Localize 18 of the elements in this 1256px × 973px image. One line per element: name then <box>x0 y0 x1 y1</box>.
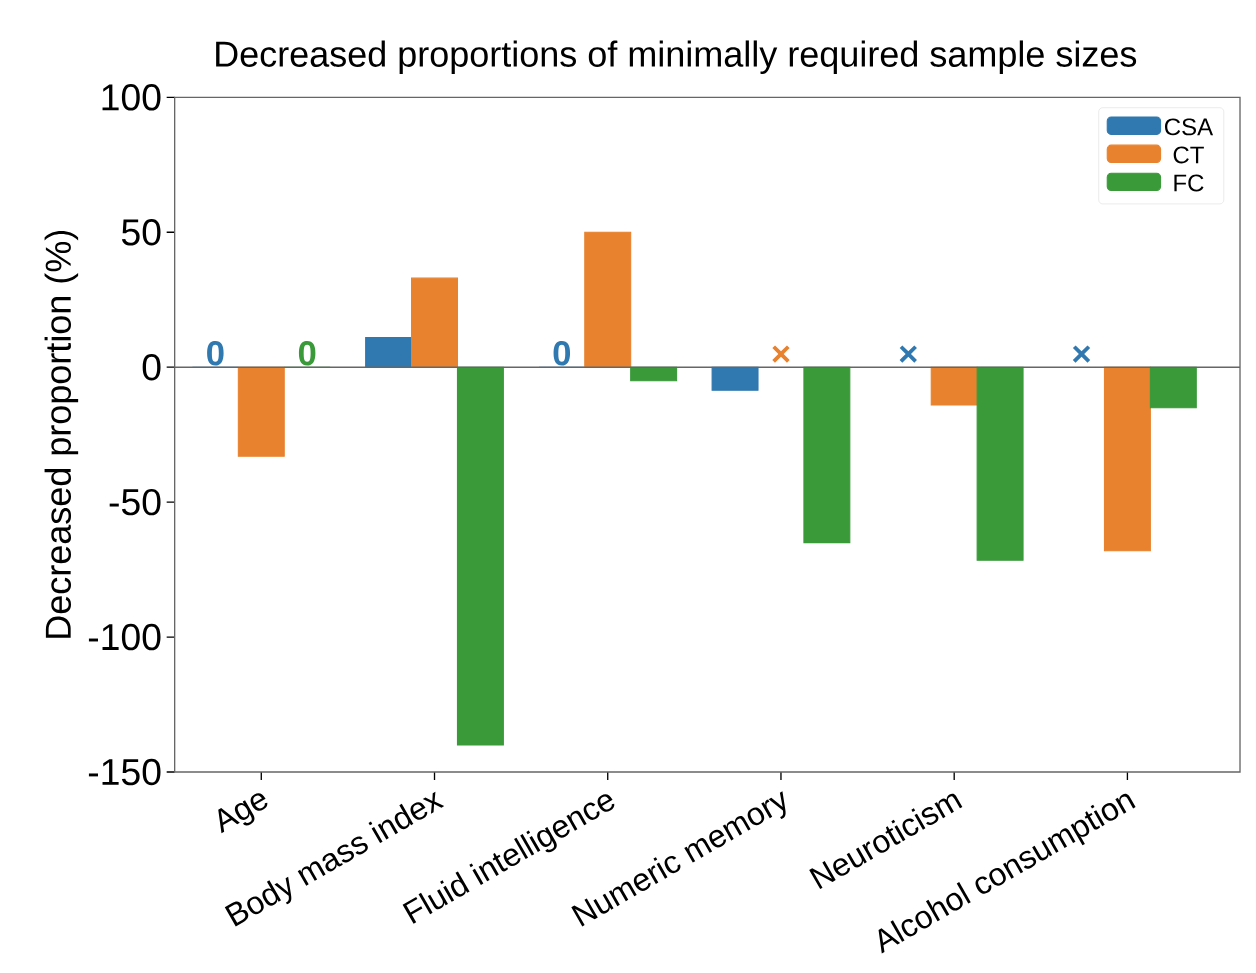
y-axis-title: Decreased proportion (%) <box>44 230 79 638</box>
y-tick-label: 50 <box>121 218 161 246</box>
legend-label: FC <box>1174 174 1204 192</box>
data-label: 0 <box>207 340 224 366</box>
y-tick-label: 100 <box>102 83 161 111</box>
y-tick-label: -100 <box>88 623 161 651</box>
y-tick-label: -150 <box>88 758 161 786</box>
y-tick-label: -50 <box>109 488 161 516</box>
legend-label: CSA <box>1164 118 1214 136</box>
legend-label: CT <box>1173 146 1204 164</box>
text: × <box>772 345 790 363</box>
data-label: 0 <box>553 340 571 366</box>
x-tick-label: Age <box>218 793 268 834</box>
data-label: 0 <box>298 340 316 366</box>
y-tick-label: 0 <box>142 353 161 381</box>
text: × <box>899 345 917 363</box>
chart-title: Decreased proportions of minimally required sample sizes <box>216 40 1137 74</box>
text: × <box>1072 345 1091 363</box>
